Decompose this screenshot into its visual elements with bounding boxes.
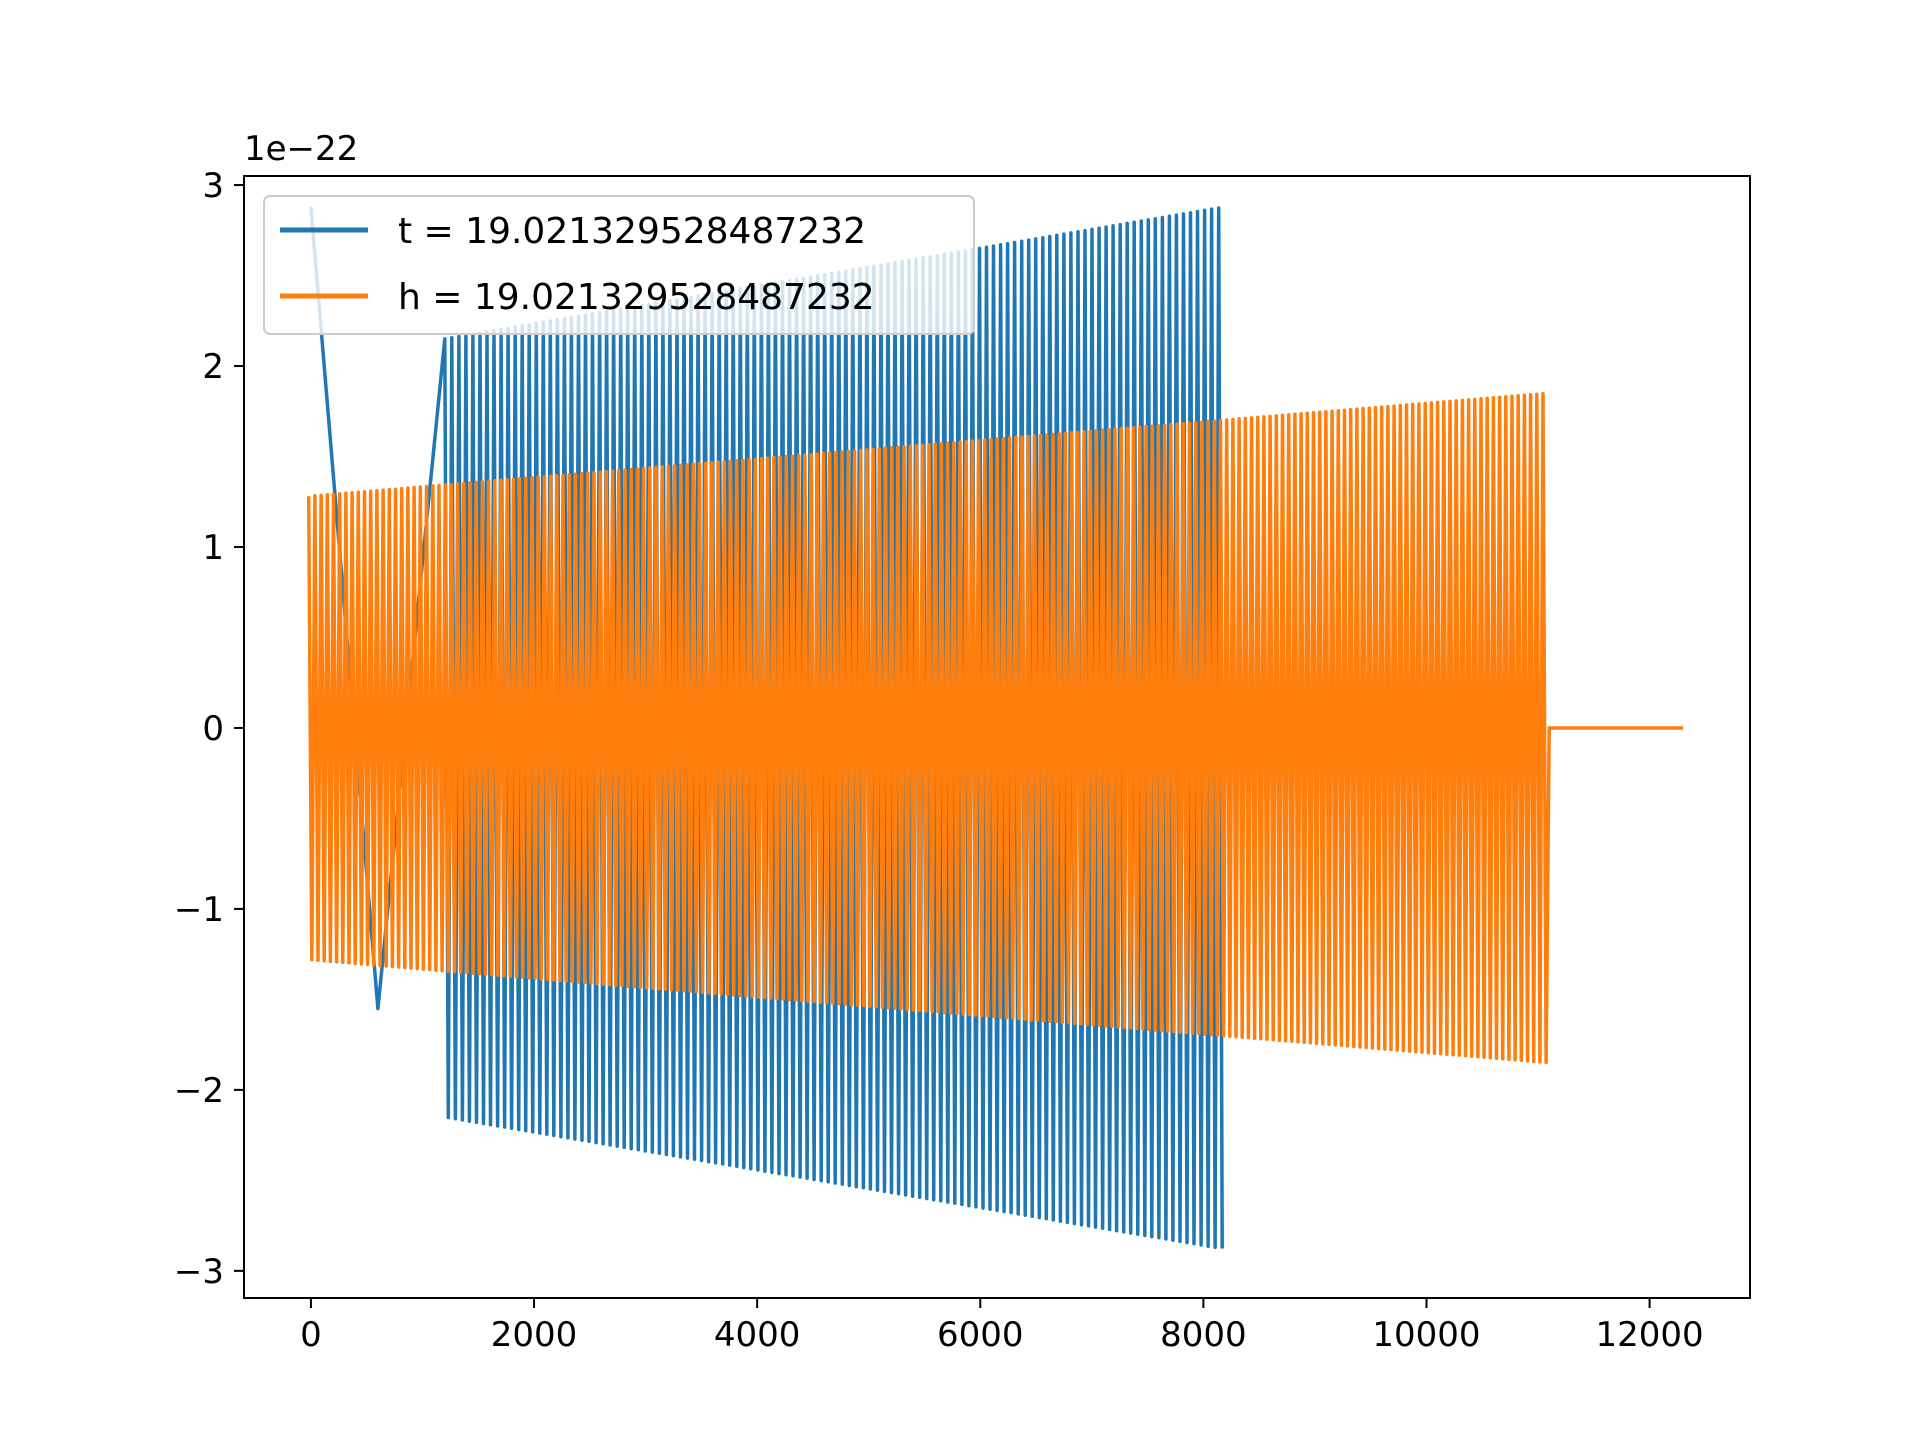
x-tick-label: 4000 <box>714 1315 801 1355</box>
legend-box <box>263 195 975 335</box>
plot-area <box>306 206 1684 1250</box>
legend-label-t: t = 19.021329528487232 <box>398 211 866 252</box>
x-tick-label: 8000 <box>1160 1315 1247 1355</box>
x-tick-label: 12000 <box>1596 1315 1704 1355</box>
y-axis: −3 −2 −1 0 1 2 3 <box>174 166 244 1292</box>
y-tick-label: −1 <box>174 890 224 930</box>
x-axis: 0 2000 4000 6000 8000 10000 12000 <box>300 1298 1704 1355</box>
x-tick-label: 0 <box>300 1315 322 1355</box>
y-tick-label: 1 <box>202 528 224 568</box>
y-tick-label: 0 <box>202 709 224 749</box>
legend-label-h: h = 19.021329528487232 <box>398 277 875 318</box>
x-tick-label: 10000 <box>1372 1315 1480 1355</box>
legend: t = 19.021329528487232 h = 19.0213295284… <box>263 195 975 335</box>
series-line-h <box>306 391 1684 1065</box>
y-tick-label: −2 <box>174 1071 224 1111</box>
y-tick-label: 3 <box>202 166 224 206</box>
axes-frame <box>243 175 1751 1299</box>
x-tick-label: 6000 <box>937 1315 1024 1355</box>
y-offset-label: 1e−22 <box>244 129 358 169</box>
y-tick-label: −3 <box>174 1252 224 1292</box>
x-tick-label: 2000 <box>491 1315 578 1355</box>
y-tick-label: 2 <box>202 347 224 387</box>
